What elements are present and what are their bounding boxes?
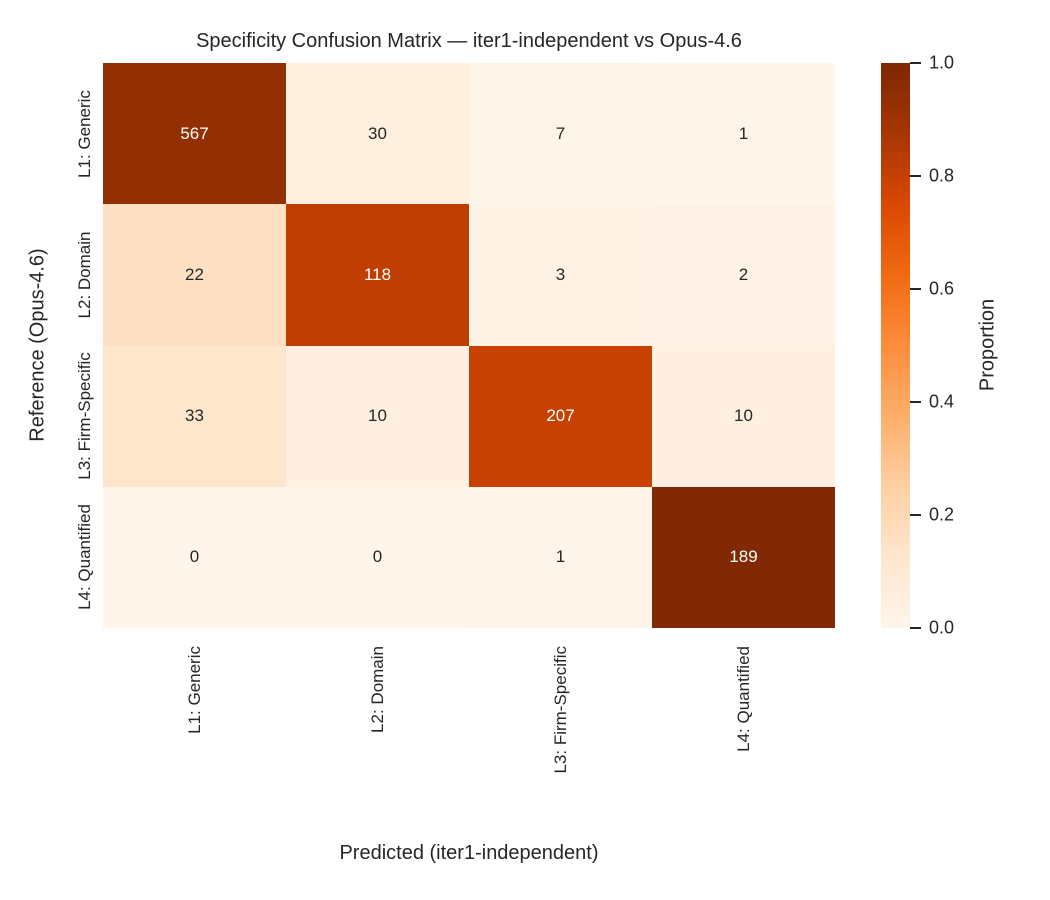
y-tick-label: L2: Domain [75, 231, 94, 319]
x-tick-label: L3: Firm-Specific [550, 646, 570, 774]
heatmap-cell: 189 [652, 486, 835, 628]
colorbar-tick-label: 0.2 [929, 504, 955, 525]
heatmap-cell: 1 [652, 63, 835, 205]
colorbar-tick-label: 1.0 [929, 52, 955, 73]
heatmap-cell: 30 [286, 63, 469, 205]
x-tick-label: L2: Domain [367, 646, 387, 733]
heatmap-cell: 7 [469, 63, 652, 205]
heatmap-cell: 1 [469, 486, 652, 628]
y-tick-label: L4: Quantified [75, 504, 94, 611]
y-tick-label: L1: Generic [75, 89, 94, 178]
heatmap-grid: 567 30 7 1 22 118 3 2 33 10 207 10 0 0 1 189 [103, 63, 835, 628]
colorbar-tick-mark [910, 400, 921, 404]
y-tick-label: L3: Firm-Specific [75, 352, 94, 480]
heatmap-cell: 0 [103, 486, 286, 628]
heatmap-cell: 10 [652, 345, 835, 487]
chart-title: Specificity Confusion Matrix — iter1-ind… [196, 30, 742, 52]
colorbar-gradient [881, 63, 910, 628]
colorbar-tick-mark [910, 61, 921, 65]
colorbar-tick-mark [910, 174, 921, 178]
colorbar-tick-label: 0.6 [929, 278, 955, 299]
colorbar-tick-label: 0.0 [929, 617, 955, 638]
y-axis-title: Reference (Opus-4.6) [26, 248, 49, 442]
colorbar-tick-label: 0.4 [929, 391, 955, 412]
x-axis-title: Predicted (iter1-independent) [339, 842, 599, 864]
heatmap-cell: 567 [103, 63, 286, 205]
colorbar-tick-label: 0.8 [929, 165, 955, 186]
colorbar-tick-mark [910, 513, 921, 517]
heatmap-cell: 118 [286, 204, 469, 346]
heatmap-cell: 0 [286, 486, 469, 628]
colorbar-tick-mark [910, 626, 921, 630]
heatmap-cell: 22 [103, 204, 286, 346]
colorbar-tick-mark [910, 287, 921, 291]
heatmap-cell: 10 [286, 345, 469, 487]
x-tick-label: L1: Generic [184, 646, 204, 734]
heatmap-cell: 2 [652, 204, 835, 346]
colorbar-title: Proportion [976, 298, 999, 392]
heatmap-cell: 33 [103, 345, 286, 487]
heatmap-cell: 3 [469, 204, 652, 346]
heatmap-cell: 207 [469, 345, 652, 487]
x-tick-label: L4: Quantified [733, 646, 753, 752]
